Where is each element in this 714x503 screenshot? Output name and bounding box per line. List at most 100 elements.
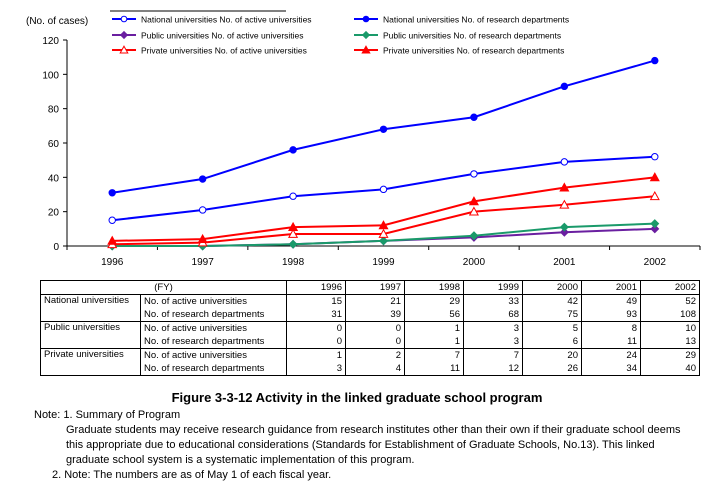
series-6-point bbox=[197, 233, 208, 243]
series-1-point bbox=[289, 192, 297, 200]
series-2-point bbox=[379, 125, 388, 133]
table-year-header: 1996 bbox=[286, 280, 346, 295]
series-1-point bbox=[108, 216, 116, 224]
x-tick-label: 2000 bbox=[463, 257, 486, 268]
legend-swatch-marker bbox=[361, 45, 371, 54]
x-tick-label: 1997 bbox=[192, 257, 215, 268]
series-5-point bbox=[559, 199, 570, 209]
table-cell: 6 bbox=[522, 335, 582, 349]
series-3-point bbox=[559, 227, 569, 237]
table-cell: 1 bbox=[404, 321, 464, 335]
table-year-header: 1998 bbox=[404, 280, 464, 295]
table-cell: 7 bbox=[463, 348, 523, 362]
table-cell: 52 bbox=[640, 294, 700, 308]
x-tick-label: 1996 bbox=[101, 257, 124, 268]
series-4-point bbox=[469, 231, 479, 241]
table-cell: 3 bbox=[463, 335, 523, 349]
table-cell: 34 bbox=[581, 362, 641, 376]
series-6-point bbox=[107, 235, 118, 245]
series-4-point bbox=[378, 236, 389, 246]
table-row: No. of research departments 0 0 1 3 6 11 13 bbox=[41, 335, 700, 349]
table-cell: 42 bbox=[522, 294, 582, 308]
y-axis-label: (No. of cases) bbox=[26, 16, 88, 27]
table-year-header: 1997 bbox=[345, 280, 405, 295]
legend-swatch-marker bbox=[120, 15, 128, 23]
table-row-label: No. of research departments bbox=[140, 308, 287, 322]
table-row: No. of research departments 31 39 56 68 75 93 1… bbox=[41, 308, 700, 322]
y-tick-label: 100 bbox=[42, 70, 59, 81]
table-group-label: National universities bbox=[40, 294, 141, 322]
table-cell: 29 bbox=[640, 348, 700, 362]
table-cell: 1 bbox=[404, 335, 464, 349]
series-4-point bbox=[559, 222, 569, 232]
series-5-point bbox=[378, 228, 389, 238]
table-cell: 4 bbox=[345, 362, 405, 376]
table-cell: 13 bbox=[640, 335, 700, 349]
table-row-label: No. of research departments bbox=[140, 362, 287, 376]
table-cell: 1 bbox=[286, 348, 346, 362]
table-row-label: No. of active universities bbox=[140, 294, 287, 308]
table-group-label: Private universities bbox=[40, 348, 141, 376]
table-cell: 39 bbox=[345, 308, 405, 322]
y-tick-label: 0 bbox=[53, 242, 59, 253]
table-row: No. of research departments 3 4 11 12 26 34 40 bbox=[41, 362, 700, 376]
legend-swatch-marker bbox=[361, 30, 371, 40]
line-chart: 0 20 40 60 80 100 120 (No. of cases) 1996 1997 199… bbox=[26, 10, 701, 268]
table-cell: 56 bbox=[404, 308, 464, 322]
series-2-point bbox=[289, 146, 297, 154]
series-1-point bbox=[651, 153, 659, 161]
series-6-point bbox=[288, 221, 299, 231]
legend-entry-2: National universities No. of research de… bbox=[383, 15, 569, 25]
series-4-point bbox=[650, 219, 660, 229]
figure-caption: Figure 3-3-12 Activity in the linked gra… bbox=[171, 390, 543, 405]
table-cell: 68 bbox=[463, 308, 523, 322]
table-corner-label: (FY) bbox=[40, 280, 287, 295]
series-4-point bbox=[288, 239, 298, 249]
table-group-label: Public universities bbox=[40, 321, 141, 349]
table-cell: 0 bbox=[286, 335, 346, 349]
table-cell: 5 bbox=[522, 321, 582, 335]
series-2-point bbox=[470, 113, 478, 121]
table-cell: 49 bbox=[581, 294, 641, 308]
series-6-point bbox=[378, 220, 389, 230]
table-cell: 26 bbox=[522, 362, 582, 376]
legend-entry-5: Private universities No. of active unive… bbox=[141, 46, 307, 56]
table-year-header: 2002 bbox=[640, 280, 700, 295]
table-row: Private universities No. of active univer… bbox=[40, 348, 700, 376]
legend-swatch-marker bbox=[362, 15, 370, 23]
series-6-point bbox=[468, 196, 479, 206]
note-2: 2. Note: The numbers are as of May 1 of … bbox=[52, 469, 332, 481]
x-tick-label: 2001 bbox=[553, 257, 576, 268]
series-2-point bbox=[560, 82, 569, 91]
table-cell: 11 bbox=[404, 362, 464, 376]
series-2-point bbox=[108, 189, 116, 197]
table-row-label: No. of research departments bbox=[140, 335, 287, 349]
series-3-point bbox=[650, 224, 660, 234]
table-cell: 12 bbox=[463, 362, 523, 376]
x-tick-label: 1998 bbox=[282, 257, 305, 268]
table-cell: 33 bbox=[463, 294, 523, 308]
table-cell: 2 bbox=[345, 348, 405, 362]
series-2-point bbox=[198, 175, 207, 183]
table-cell: 40 bbox=[640, 362, 700, 376]
table-row: Public universities No. of active univers… bbox=[40, 321, 700, 349]
table-cell: 10 bbox=[640, 321, 700, 335]
series-1-point bbox=[379, 185, 388, 194]
table-header-row: (FY) 1996 1997 1998 1999 2000 2001 2002 bbox=[40, 280, 700, 295]
legend-entry-4: Public universities No. of research depa… bbox=[383, 31, 561, 41]
table-row-label: No. of active universities bbox=[140, 321, 287, 335]
x-tick-label: 1999 bbox=[372, 257, 395, 268]
series-5-point bbox=[649, 190, 660, 201]
table-cell: 24 bbox=[581, 348, 641, 362]
note-1-title: Note: 1. Summary of Program bbox=[34, 409, 181, 421]
table-cell: 11 bbox=[581, 335, 641, 349]
series-5-point bbox=[468, 206, 479, 216]
series-2-point bbox=[651, 56, 659, 65]
legend-entry-1: National universities No. of active univ… bbox=[141, 15, 312, 25]
data-table: (FY) 1996 1997 1998 1999 2000 2001 2002 National… bbox=[40, 280, 700, 376]
table-row-label: No. of active universities bbox=[140, 348, 287, 362]
y-tick-label: 60 bbox=[48, 139, 60, 150]
y-tick-label: 20 bbox=[48, 208, 60, 219]
table-cell: 75 bbox=[522, 308, 582, 322]
table-cell: 20 bbox=[522, 348, 582, 362]
